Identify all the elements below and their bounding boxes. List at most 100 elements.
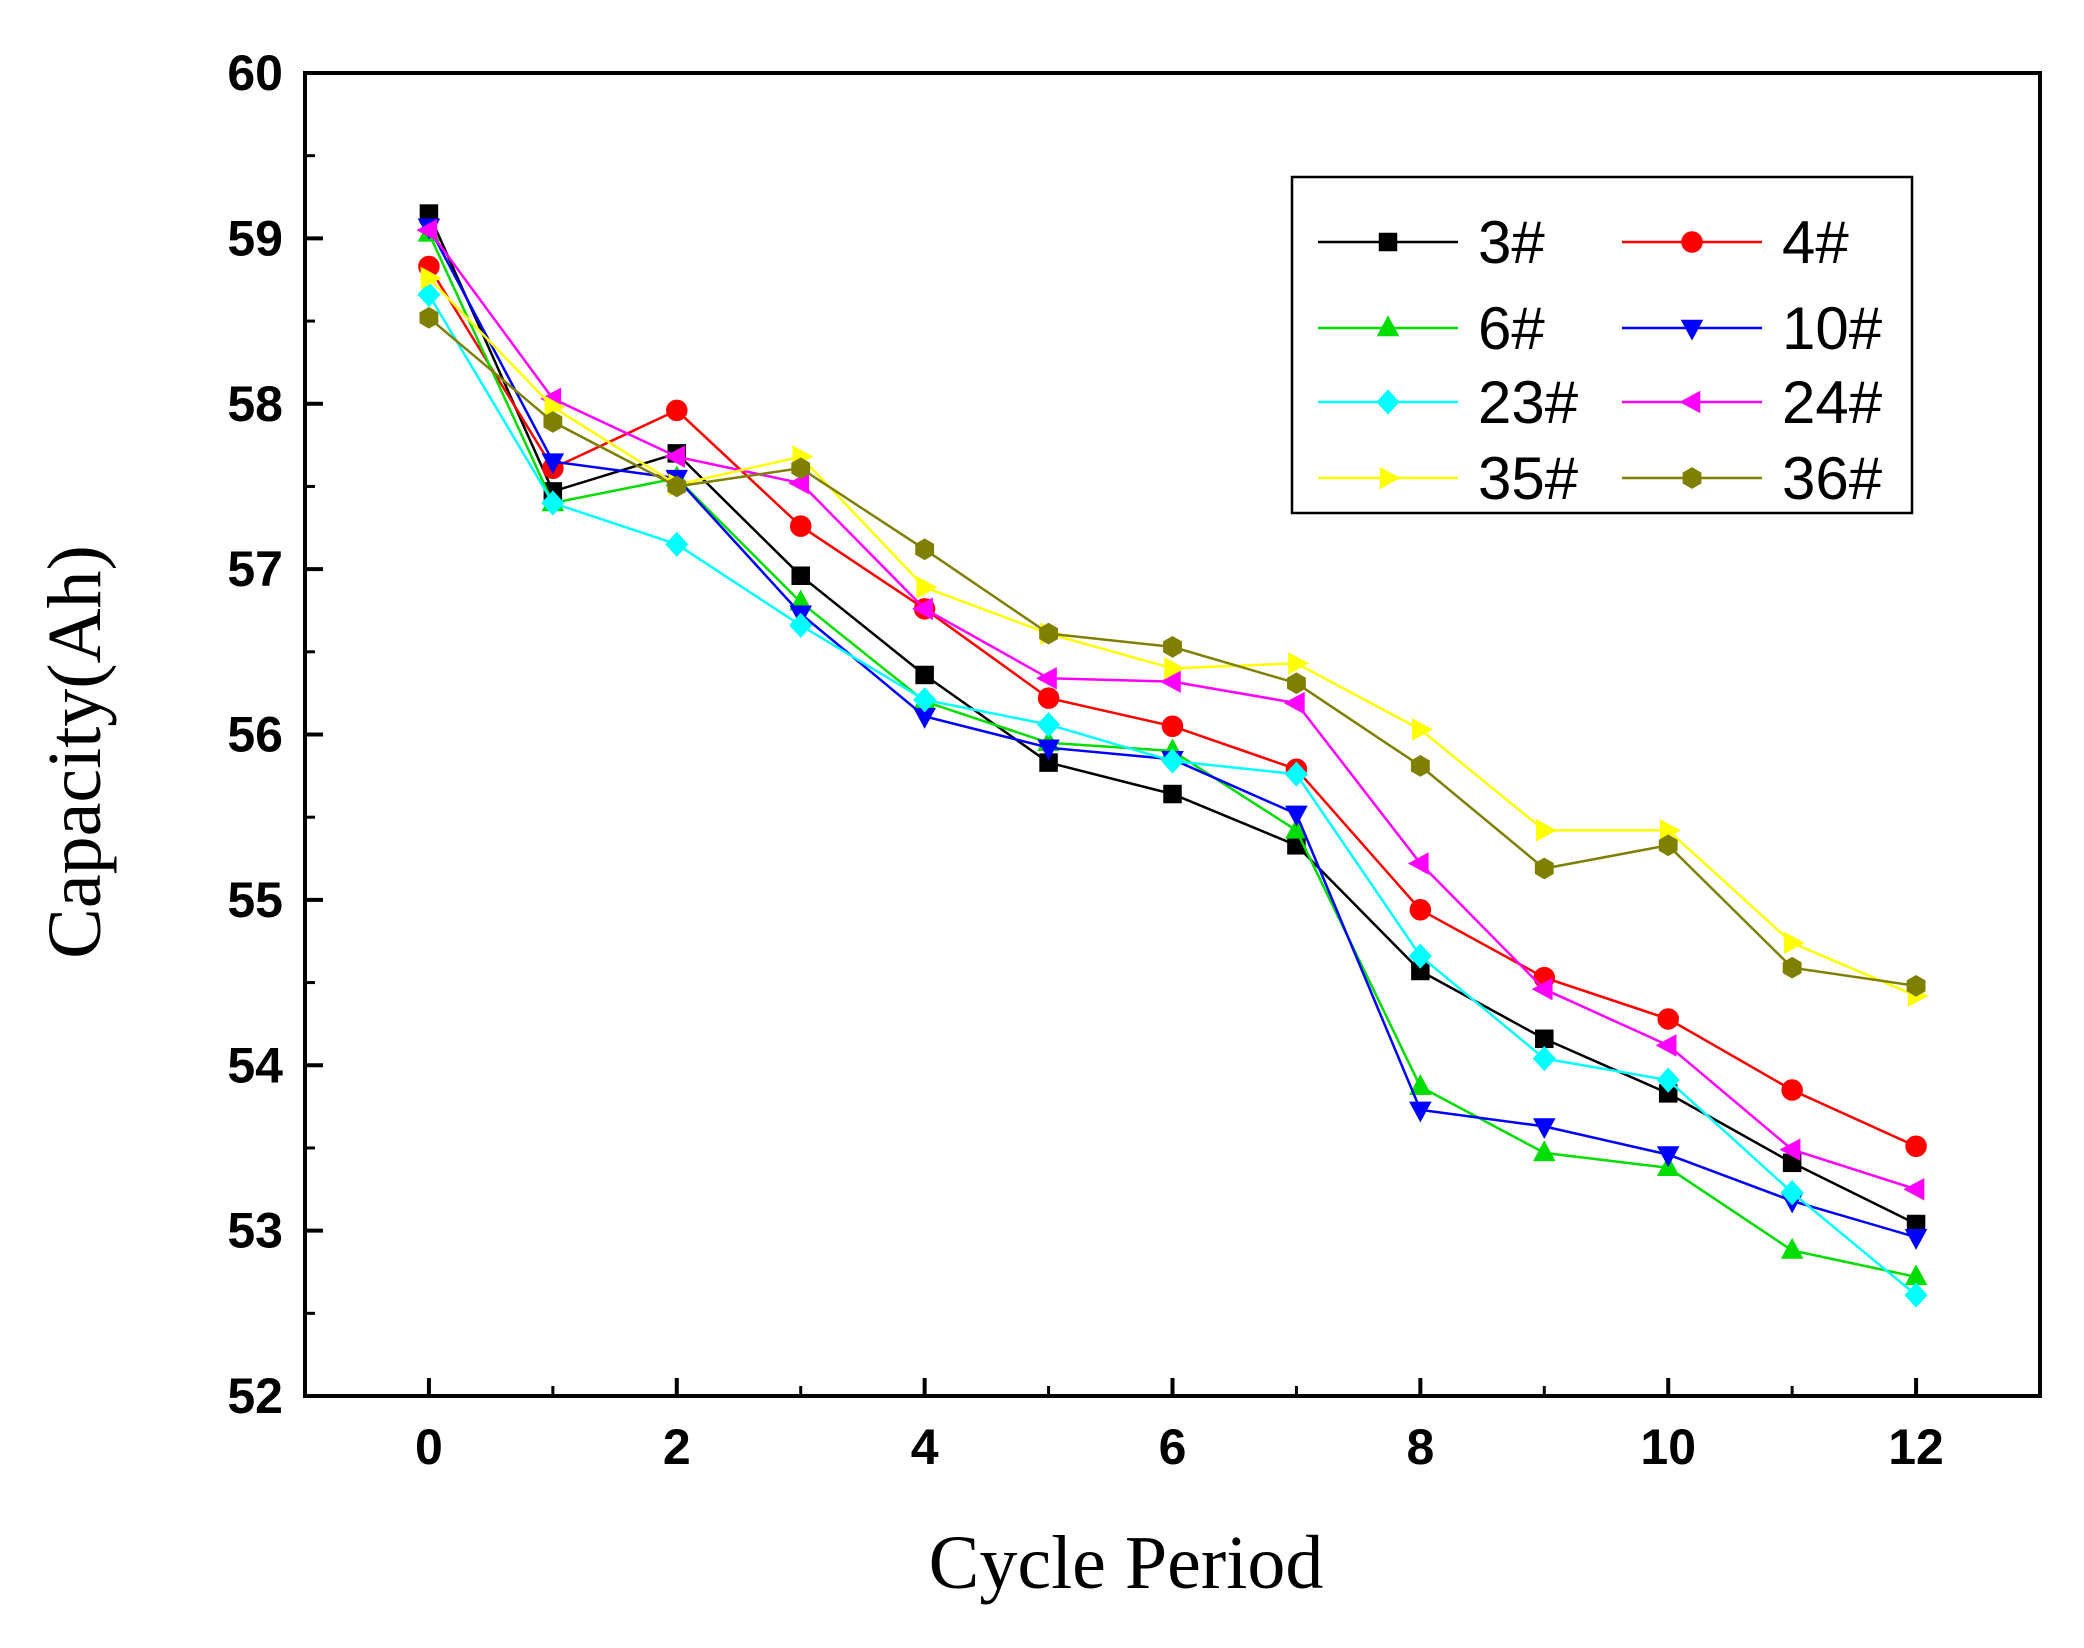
data-point xyxy=(1407,852,1429,875)
data-point xyxy=(1164,657,1186,680)
data-point xyxy=(913,687,937,713)
legend-label: 23# xyxy=(1478,369,1579,436)
x-tick-label: 6 xyxy=(1159,1419,1187,1475)
legend-marker xyxy=(1680,319,1704,341)
data-point xyxy=(1531,977,1553,1001)
data-point xyxy=(1159,670,1181,693)
data-point xyxy=(543,411,563,433)
legend-label: 3# xyxy=(1478,209,1545,276)
data-point xyxy=(1658,834,1678,857)
data-point xyxy=(541,490,565,516)
data-point xyxy=(791,566,810,585)
legend-item: 6# xyxy=(1318,295,1545,362)
legend-item: 36# xyxy=(1622,445,1883,512)
data-point xyxy=(788,471,809,495)
data-point xyxy=(1037,711,1061,738)
x-tick-label: 10 xyxy=(1640,1419,1696,1475)
legend-item: 35# xyxy=(1318,445,1579,512)
y-tick-label: 53 xyxy=(227,1203,283,1259)
data-point xyxy=(1037,687,1060,709)
y-tick-label: 55 xyxy=(227,872,283,928)
data-point xyxy=(915,538,935,561)
data-point xyxy=(667,475,687,498)
data-point xyxy=(1533,1140,1556,1162)
y-tick-label: 57 xyxy=(227,541,283,597)
data-point xyxy=(1781,1079,1803,1101)
data-point xyxy=(1655,1034,1677,1057)
data-point xyxy=(666,399,688,422)
y-axis: 52 53 54 55 56 57 58 59 60 xyxy=(227,45,323,1424)
x-tick-label: 0 xyxy=(415,1419,443,1475)
series-4# xyxy=(418,255,1927,1158)
data-point xyxy=(544,395,566,419)
data-point xyxy=(665,531,689,557)
data-point xyxy=(1409,1101,1432,1123)
data-point xyxy=(1780,1179,1804,1206)
data-point xyxy=(420,266,442,290)
data-point xyxy=(1285,805,1308,827)
legend-marker xyxy=(1681,231,1703,253)
data-point xyxy=(1659,819,1681,842)
data-point xyxy=(1534,857,1554,880)
data-point xyxy=(1161,715,1184,737)
data-point xyxy=(1535,1029,1554,1049)
y-tick-label: 58 xyxy=(227,376,283,432)
y-tick-label: 59 xyxy=(227,210,283,266)
legend-item: 10# xyxy=(1622,295,1883,362)
x-tick-label: 4 xyxy=(911,1419,939,1475)
data-point xyxy=(1039,622,1058,645)
series-layer xyxy=(416,204,1929,1308)
data-point xyxy=(1903,1178,1925,1201)
series-36# xyxy=(419,306,1926,997)
data-point xyxy=(1410,755,1430,777)
data-point xyxy=(1408,943,1432,969)
data-point xyxy=(1780,1237,1804,1259)
y-tick-label: 60 xyxy=(227,45,283,101)
legend-marker xyxy=(1378,232,1398,252)
data-point xyxy=(1783,931,1805,955)
legend-marker xyxy=(1679,390,1701,414)
data-point xyxy=(416,218,438,242)
data-point xyxy=(1532,1046,1556,1072)
data-point xyxy=(1163,784,1182,804)
legend-item: 3# xyxy=(1318,209,1545,276)
data-point xyxy=(1904,1282,1928,1308)
legend-label: 35# xyxy=(1478,445,1579,512)
data-point xyxy=(912,597,933,621)
data-point xyxy=(1657,1008,1679,1030)
x-tick-label: 8 xyxy=(1406,1419,1434,1475)
data-point xyxy=(1905,1135,1927,1158)
data-point xyxy=(419,306,439,329)
data-point xyxy=(1035,667,1057,690)
data-point xyxy=(1163,635,1182,658)
data-point xyxy=(1656,1067,1680,1093)
legend-label: 24# xyxy=(1782,369,1883,436)
legend-marker xyxy=(1376,389,1400,415)
y-tick-label: 56 xyxy=(227,707,283,763)
x-tick-label: 2 xyxy=(663,1419,691,1475)
data-point xyxy=(1779,1138,1801,1161)
data-point xyxy=(1409,899,1432,921)
y-tick-label: 52 xyxy=(227,1368,283,1424)
data-point xyxy=(916,576,938,599)
data-point xyxy=(789,515,812,537)
data-point xyxy=(1283,691,1305,715)
legend-item: 23# xyxy=(1318,369,1579,436)
data-point xyxy=(1412,718,1433,741)
data-point xyxy=(1284,761,1308,787)
legend-marker xyxy=(1379,466,1401,490)
y-tick-label: 54 xyxy=(227,1037,283,1093)
series-23# xyxy=(417,281,1928,1308)
legend-marker xyxy=(1376,315,1400,337)
data-point xyxy=(789,612,813,638)
data-point xyxy=(541,453,565,475)
data-point xyxy=(1906,975,1926,997)
data-point xyxy=(915,665,934,685)
legend-label: 4# xyxy=(1782,209,1849,276)
data-point xyxy=(1533,1118,1556,1140)
data-point xyxy=(1037,739,1060,761)
legend-label: 10# xyxy=(1782,295,1883,362)
data-point xyxy=(1409,1074,1432,1095)
y-axis-title: Capacity(Ah) xyxy=(33,545,117,959)
data-point xyxy=(1536,819,1557,842)
